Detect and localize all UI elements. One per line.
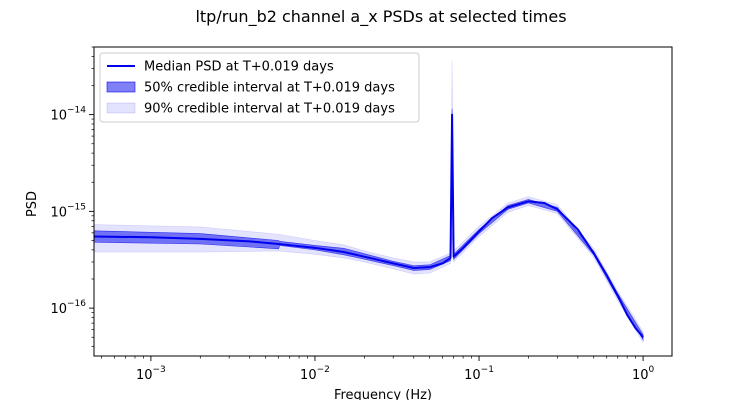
- legend: Median PSD at T+0.019 days 50% credible i…: [99, 52, 420, 123]
- plot-frame: [93, 46, 673, 357]
- y-tick-label: 10−16: [50, 299, 86, 317]
- median-lines: [93, 113, 644, 338]
- legend-label: 50% credible interval at T+0.019 days: [144, 81, 395, 96]
- median-psd-line: [93, 113, 644, 338]
- y-tick-label: 10−15: [50, 202, 86, 220]
- legend-box: [99, 52, 420, 123]
- legend-swatch-band-2: [106, 102, 136, 114]
- chart-title: ltp/run_b2 channel a_x PSDs at selected …: [195, 7, 566, 27]
- x-tick-label: 10−2: [300, 365, 330, 383]
- y-axis-label: PSD: [25, 191, 40, 217]
- x-tick-label: 10−3: [136, 365, 166, 383]
- x-axis-label: Frequency (Hz): [334, 388, 432, 400]
- axis-ticks: 10−3 10−2 10−1 100 10−16 10−15 10−14: [50, 46, 655, 383]
- credible-band-2: [93, 108, 644, 341]
- y-tick-label: 10−14: [50, 106, 86, 124]
- legend-label: 90% credible interval at T+0.019 days: [144, 102, 395, 117]
- x-tick-label: 100: [632, 365, 655, 383]
- x-tick-label: 10−1: [464, 365, 494, 383]
- legend-label: Median PSD at T+0.019 days: [144, 60, 334, 75]
- legend-swatch-band-1: [106, 81, 136, 93]
